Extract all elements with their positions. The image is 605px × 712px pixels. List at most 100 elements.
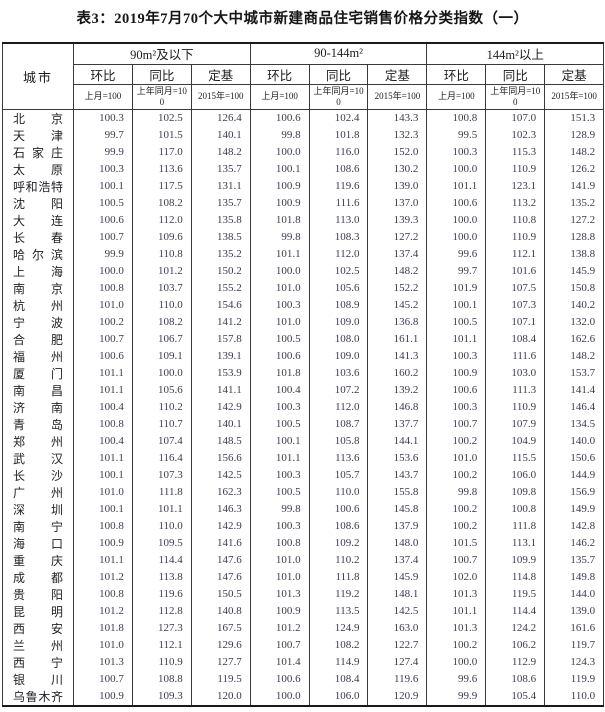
value-cell: 143.3 (367, 109, 428, 127)
value-cell: 113.1 (485, 534, 546, 552)
metric-header-base: 定基 (190, 63, 251, 85)
city-cell: 南宁 (2, 517, 74, 535)
value-cell: 145.2 (367, 296, 428, 314)
value-cell: 127.7 (190, 653, 251, 671)
value-cell: 101.1 (426, 330, 487, 348)
value-cell: 99.9 (73, 143, 133, 161)
value-cell: 106.0 (308, 687, 369, 706)
value-cell: 148.5 (190, 432, 251, 450)
unit-header-row: 上月=100 上年同月=100 2015年=100 上月=100 上年同月=10… (3, 83, 605, 110)
metric-header-yoy: 同比 (308, 63, 369, 85)
value-cell: 140.8 (190, 602, 251, 620)
value-cell: 155.2 (190, 279, 251, 297)
value-cell: 101.0 (73, 296, 133, 314)
value-cell: 100.3 (249, 296, 310, 314)
unit-header-2015: 2015年=100 (544, 83, 605, 110)
table-row: 南昌 101.1 105.6 141.1 100.4 107.2 139.2 100.6 111… (2, 381, 605, 399)
value-cell: 119.7 (544, 636, 605, 654)
city-cell: 天津 (2, 126, 74, 144)
table-row: 大连 100.6 112.0 135.8 101.8 113.0 139.3 100.0 110… (2, 211, 605, 229)
metric-header-mom: 环比 (73, 63, 133, 85)
table-row: 贵阳 100.8 119.6 150.5 101.3 119.2 148.1 101.3 119… (2, 585, 605, 603)
metric-header-yoy: 同比 (131, 63, 192, 85)
value-cell: 128.9 (544, 126, 605, 144)
value-cell: 146.8 (367, 398, 428, 416)
unit-header-prev-month: 上月=100 (426, 83, 487, 110)
value-cell: 122.7 (367, 636, 428, 654)
value-cell: 100.9 (249, 177, 310, 195)
city-cell: 济南 (2, 398, 74, 416)
value-cell: 100.4 (73, 432, 133, 450)
value-cell: 142.8 (544, 517, 605, 535)
value-cell: 105.6 (131, 381, 192, 399)
value-cell: 113.5 (308, 602, 369, 620)
value-cell: 101.3 (426, 619, 487, 637)
city-cell: 北京 (2, 109, 74, 127)
value-cell: 119.6 (131, 585, 192, 603)
value-cell: 148.2 (367, 262, 428, 280)
value-cell: 100.5 (73, 194, 133, 212)
value-cell: 101.8 (249, 211, 310, 229)
value-cell: 108.2 (131, 194, 192, 212)
value-cell: 110.7 (131, 415, 192, 433)
value-cell: 149.8 (544, 568, 605, 586)
value-cell: 141.1 (190, 381, 251, 399)
value-cell: 126.4 (190, 109, 251, 127)
value-cell: 108.4 (308, 670, 369, 688)
value-cell: 111.8 (131, 483, 192, 501)
table-row: 南京 100.8 103.7 155.2 101.0 105.6 152.2 101.9 107… (2, 279, 605, 297)
value-cell: 132.3 (367, 126, 428, 144)
value-cell: 138.5 (190, 228, 251, 246)
metric-header-row: 环比 同比 定基 环比 同比 定基 环比 同比 定基 (3, 63, 605, 85)
value-cell: 99.8 (249, 500, 310, 518)
value-cell: 153.9 (190, 364, 251, 382)
value-cell: 141.3 (367, 347, 428, 365)
table-row: 杭州 101.0 110.0 154.6 100.3 108.9 145.2 100.1 107… (2, 296, 605, 314)
value-cell: 160.2 (367, 364, 428, 382)
value-cell: 112.0 (308, 398, 369, 416)
value-cell: 139.0 (367, 177, 428, 195)
value-cell: 100.5 (249, 483, 310, 501)
value-cell: 146.2 (544, 534, 605, 552)
city-cell: 宁波 (2, 313, 74, 331)
city-cell: 长春 (2, 228, 74, 246)
value-cell: 111.6 (308, 194, 369, 212)
value-cell: 101.1 (73, 551, 133, 569)
value-cell: 119.9 (544, 670, 605, 688)
value-cell: 127.4 (367, 653, 428, 671)
value-cell: 145.9 (367, 568, 428, 586)
value-cell: 100.6 (73, 347, 133, 365)
value-cell: 101.9 (426, 279, 487, 297)
value-cell: 102.5 (308, 262, 369, 280)
value-cell: 107.2 (308, 381, 369, 399)
value-cell: 100.1 (73, 500, 133, 518)
value-cell: 109.1 (131, 347, 192, 365)
table-row: 沈阳 100.5 108.2 135.7 100.9 111.6 137.0 100.6 113… (2, 194, 605, 212)
value-cell: 151.3 (544, 109, 605, 127)
value-cell: 162.3 (190, 483, 251, 501)
table-row: 福州 100.6 109.1 139.1 100.6 109.0 141.3 100.3 111… (2, 347, 605, 365)
value-cell: 110.0 (131, 517, 192, 535)
value-cell: 100.3 (249, 517, 310, 535)
value-cell: 106.2 (485, 636, 546, 654)
value-cell: 100.4 (73, 398, 133, 416)
value-cell: 100.4 (249, 381, 310, 399)
value-cell: 145.9 (544, 262, 605, 280)
city-cell: 重庆 (2, 551, 74, 569)
value-cell: 126.2 (544, 160, 605, 178)
city-cell: 青岛 (2, 415, 74, 433)
value-cell: 99.5 (426, 126, 487, 144)
value-cell: 127.2 (367, 228, 428, 246)
value-cell: 102.4 (308, 109, 369, 127)
value-cell: 100.0 (249, 143, 310, 161)
value-cell: 107.0 (485, 109, 546, 127)
table-row: 厦门 101.1 100.0 153.9 101.8 103.6 160.2 100.9 103… (2, 364, 605, 382)
value-cell: 149.9 (544, 500, 605, 518)
table-row: 银川 100.7 108.8 119.5 100.6 108.4 119.6 99.6 108.… (2, 670, 605, 688)
value-cell: 105.7 (308, 466, 369, 484)
city-cell: 武汉 (2, 449, 74, 467)
value-cell: 120.0 (190, 687, 251, 706)
value-cell: 109.3 (131, 687, 192, 706)
value-cell: 99.7 (426, 262, 487, 280)
value-cell: 108.6 (308, 160, 369, 178)
